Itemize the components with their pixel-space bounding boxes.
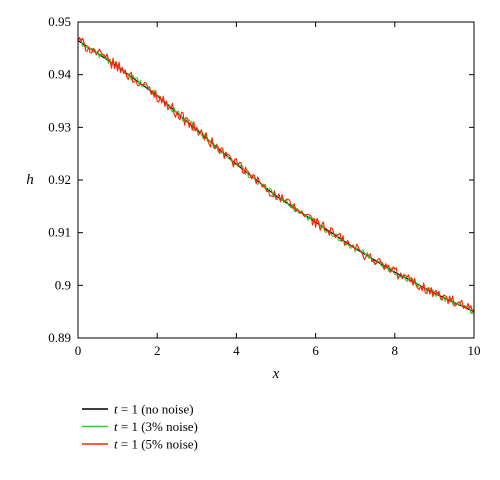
legend-variable: t	[114, 419, 118, 434]
series-line-1	[77, 39, 475, 313]
legend-label: t = 1 (5% noise)	[114, 437, 198, 452]
y-tick-label: 0.95	[48, 14, 71, 29]
x-tick-label: 4	[233, 343, 240, 358]
ticks-layer: 0 2 4 6 8 10 0.89 0.9 0.91 0.92 0.93 0.94 0.95	[48, 14, 480, 358]
x-tick-label: 10	[468, 343, 481, 358]
legend-text: = 1 (3% noise)	[118, 419, 198, 434]
legend-label: t = 1 (no noise)	[114, 402, 194, 417]
x-tick-label: 6	[312, 343, 319, 358]
y-tick-label: 0.9	[55, 277, 71, 292]
series-line-2	[77, 37, 475, 316]
y-axis-label: h	[26, 172, 34, 188]
legend: t = 1 (no noise)t = 1 (3% noise)t = 1 (5…	[82, 402, 198, 452]
x-tick-label: 8	[392, 343, 399, 358]
series-layer	[77, 36, 475, 316]
y-tick-label: 0.92	[48, 172, 71, 187]
y-tick-label: 0.89	[48, 330, 71, 345]
y-tick-label: 0.91	[48, 225, 71, 240]
legend-variable: t	[114, 402, 118, 417]
legend-text: = 1 (no noise)	[118, 402, 194, 417]
x-tick-label: 0	[75, 343, 82, 358]
x-tick-label: 2	[154, 343, 161, 358]
legend-text: = 1 (5% noise)	[118, 437, 198, 452]
y-tick-label: 0.93	[48, 119, 71, 134]
legend-label: t = 1 (3% noise)	[114, 419, 198, 434]
x-axis-label: x	[272, 366, 280, 382]
plot-frame	[77, 21, 475, 339]
legend-variable: t	[114, 437, 118, 452]
series-line-3	[77, 36, 475, 313]
y-tick-label: 0.94	[48, 67, 71, 82]
